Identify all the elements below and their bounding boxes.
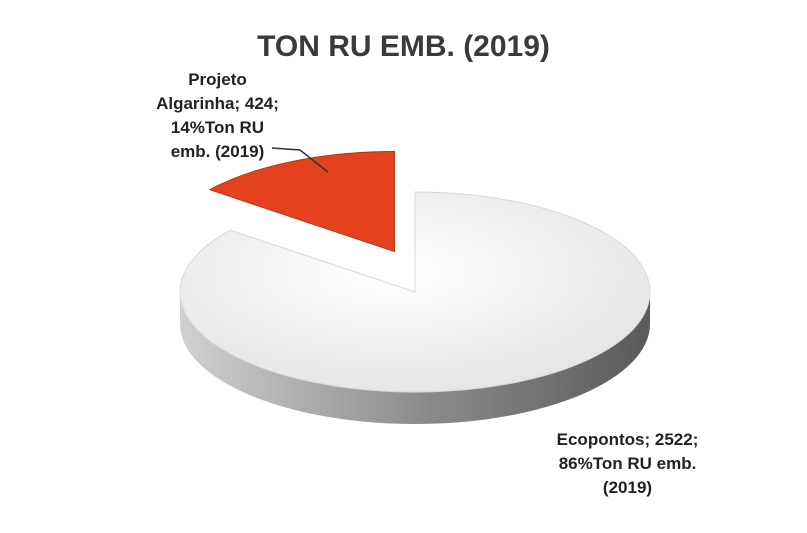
pie-slice <box>179 191 651 393</box>
pie-side <box>180 292 650 424</box>
value-label: 2522; 86%Ton RU emb. (2019) <box>558 430 699 497</box>
category-label: Ecopontos; <box>556 430 651 449</box>
leader-line <box>271 147 329 173</box>
data-label: Projeto Algarinha; 424; 14%Ton RU emb. (… <box>150 68 285 164</box>
value-label: 424; 14%Ton RU emb. (2019) <box>170 94 279 161</box>
data-label: Ecopontos; 2522; 86%Ton RU emb. (2019) <box>545 428 710 500</box>
category-label: Projeto Algarinha; <box>156 70 247 113</box>
pie-slice <box>208 151 395 253</box>
chart-title: TON RU EMB. (2019) <box>257 30 550 63</box>
